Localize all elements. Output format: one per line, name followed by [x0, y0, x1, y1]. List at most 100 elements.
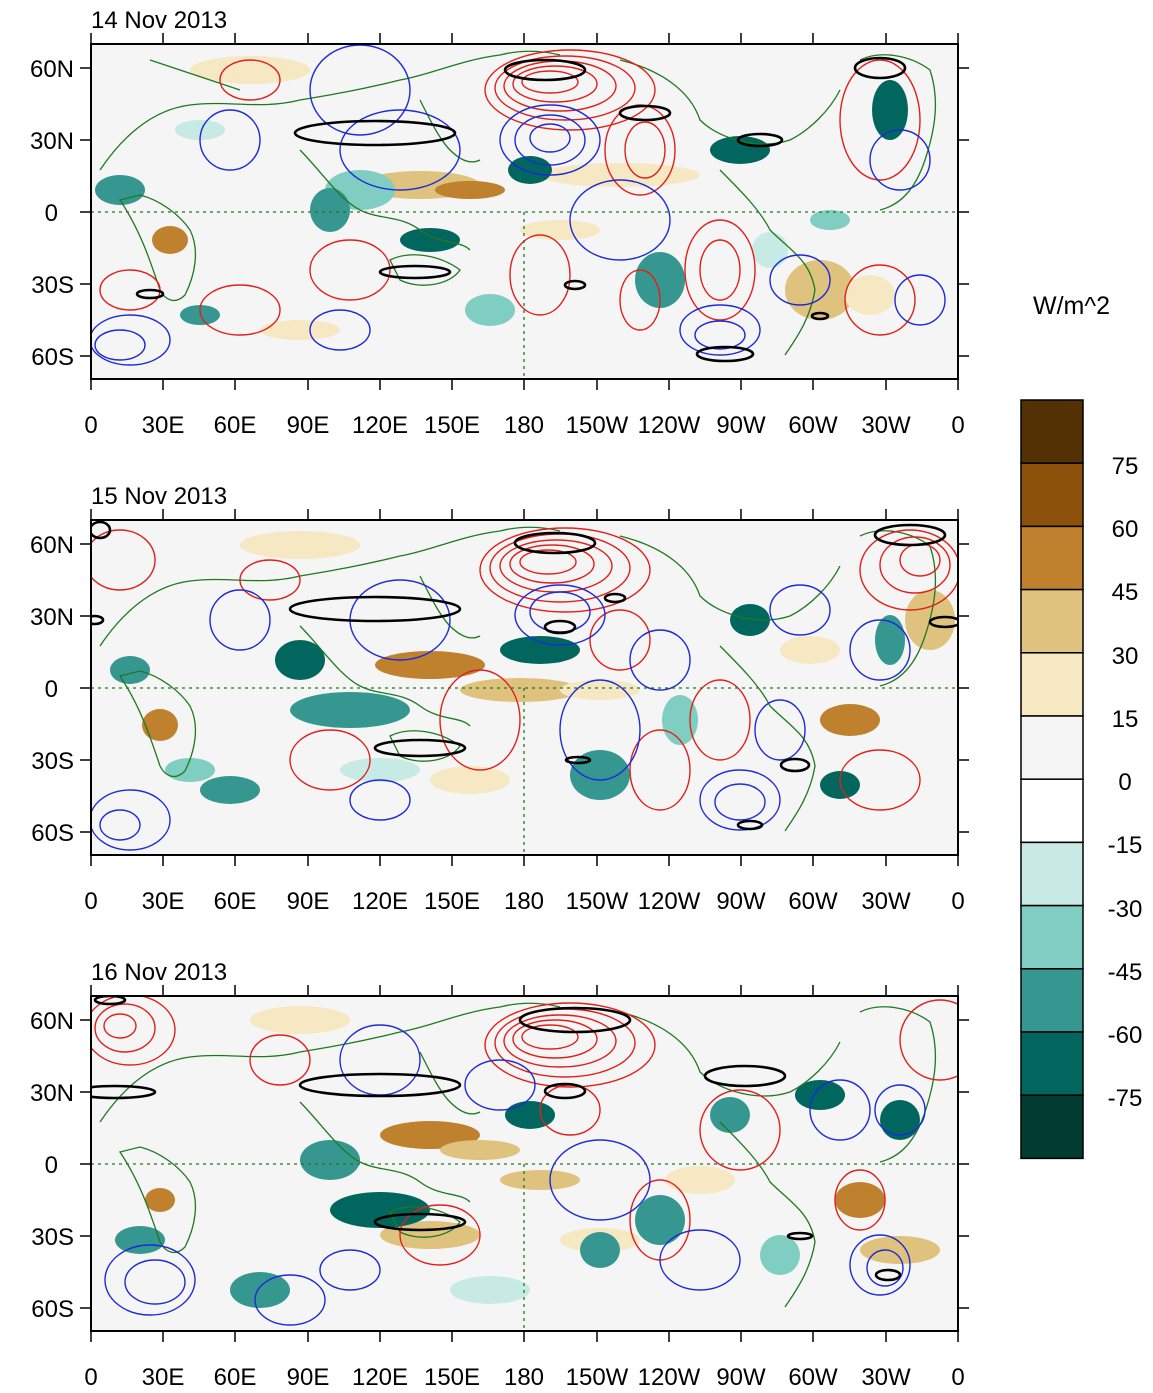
x-tick-label: 30E [142, 412, 185, 439]
colorbar-box [1020, 841, 1084, 907]
colorbar-box [1020, 1094, 1084, 1160]
x-tick-label: 150E [424, 1364, 480, 1391]
y-tick-label: 60N [30, 1008, 74, 1035]
x-tick-label: 60W [788, 412, 838, 439]
ticks [80, 985, 969, 1342]
y-tick-label: 30N [30, 1080, 74, 1107]
x-tick-label: 60W [788, 1364, 838, 1391]
x-tick-label: 150W [566, 1364, 629, 1391]
y-tick-label: 60N [30, 56, 74, 83]
colorbar-box [1020, 1031, 1084, 1096]
x-tick-labels: 0 30E 60E 90E 120E 150E 180 150W 120W 90… [84, 412, 964, 439]
x-tick-label: 30E [142, 888, 185, 915]
x-tick-label: 120E [352, 412, 408, 439]
coastlines [99, 1002, 937, 1308]
x-tick-label: 150E [424, 888, 480, 915]
x-tick-label: 60E [214, 1364, 257, 1391]
x-tick-label: 90W [716, 888, 766, 915]
colorbar-label: 45 [1112, 579, 1139, 606]
y-tick-label: 0 [45, 676, 58, 703]
ticks [80, 33, 969, 390]
colorbar: W/m^2 75 60 45 30 15 0 -15 -30 -45 -60 -… [1020, 292, 1143, 1160]
y-tick-label: 60S [31, 820, 74, 847]
x-tick-label: 30W [861, 1364, 911, 1391]
x-tick-label: 60W [788, 888, 838, 915]
x-tick-label: 60E [214, 412, 257, 439]
x-tick-label: 60E [214, 888, 257, 915]
olr-anomaly-shading [95, 56, 908, 340]
negative-contours [91, 579, 911, 851]
panel-title: 15 Nov 2013 [91, 483, 227, 510]
x-tick-label: 120W [638, 1364, 701, 1391]
map-field [91, 520, 958, 855]
colorbar-label: -30 [1108, 896, 1143, 923]
y-tick-labels: 60N 30N 0 30S 60S [30, 56, 74, 371]
map-field [91, 996, 958, 1331]
x-tick-label: 120W [638, 888, 701, 915]
x-tick-label: 0 [951, 888, 964, 915]
map-panel-2: 15 Nov 2013 [30, 483, 969, 915]
panel-title: 16 Nov 2013 [91, 959, 227, 986]
map-field [91, 44, 958, 379]
y-tick-label: 30S [31, 1224, 74, 1251]
olr-anomaly-shading [115, 1006, 940, 1308]
y-tick-labels: 60N 30N 0 30S 60S [30, 1008, 74, 1323]
y-tick-label: 30N [30, 128, 74, 155]
map-panel-3: 16 Nov 2013 [30, 959, 969, 1391]
x-tick-label: 120W [638, 412, 701, 439]
x-tick-label: 150W [566, 888, 629, 915]
x-tick-label: 150W [566, 412, 629, 439]
positive-contours [91, 996, 958, 1266]
y-tick-label: 0 [45, 200, 58, 227]
x-tick-label: 30W [861, 412, 911, 439]
colorbar-box [1020, 462, 1084, 528]
y-tick-label: 30N [30, 604, 74, 631]
colorbar-labels: 75 60 45 30 15 0 -15 -30 -45 -60 -75 [1108, 453, 1143, 1112]
x-tick-label: 120E [352, 1364, 408, 1391]
significance-contours [91, 520, 958, 831]
colorbar-label: 0 [1118, 769, 1131, 796]
x-tick-label: 0 [84, 888, 97, 915]
colorbar-label: 60 [1112, 516, 1139, 543]
map-panel-1: 14 Nov 2013 [30, 7, 969, 439]
y-tick-label: 60N [30, 532, 74, 559]
colorbar-label: 75 [1112, 453, 1139, 480]
colorbar-units: W/m^2 [1033, 292, 1110, 320]
x-tick-label: 30W [861, 888, 911, 915]
colorbar-label: -15 [1108, 832, 1143, 859]
negative-contours [104, 1024, 926, 1326]
x-tick-label: 0 [951, 412, 964, 439]
colorbar-boxes [1020, 399, 1084, 1160]
coastlines [99, 50, 937, 356]
colorbar-label: -75 [1108, 1085, 1143, 1112]
x-tick-label: 150E [424, 412, 480, 439]
colorbar-label: -45 [1108, 959, 1143, 986]
colorbar-box [1020, 968, 1084, 1033]
x-tick-labels: 0 30E 60E 90E 120E 150E 180 150W 120W 90… [84, 888, 964, 915]
x-tick-label: 180 [504, 412, 544, 439]
x-tick-label: 180 [504, 1364, 544, 1391]
colorbar-box [1020, 904, 1084, 970]
x-tick-label: 0 [84, 1364, 97, 1391]
colorbar-label: 15 [1112, 706, 1139, 733]
colorbar-label: -60 [1108, 1022, 1143, 1049]
colorbar-box [1020, 652, 1084, 717]
x-tick-label: 0 [84, 412, 97, 439]
colorbar-box [1020, 715, 1084, 780]
panel-title: 14 Nov 2013 [91, 7, 227, 34]
ticks [80, 509, 969, 866]
y-tick-label: 30S [31, 272, 74, 299]
y-tick-label: 60S [31, 344, 74, 371]
significance-contours [135, 56, 907, 363]
colorbar-box [1020, 399, 1084, 464]
x-tick-label: 90E [287, 1364, 330, 1391]
x-tick-label: 120E [352, 888, 408, 915]
significance-contours [91, 996, 902, 1282]
x-tick-label: 90E [287, 888, 330, 915]
x-tick-label: 90W [716, 412, 766, 439]
y-tick-label: 60S [31, 1296, 74, 1323]
x-tick-label: 180 [504, 888, 544, 915]
colorbar-box [1020, 588, 1084, 654]
colorbar-box [1020, 525, 1084, 591]
